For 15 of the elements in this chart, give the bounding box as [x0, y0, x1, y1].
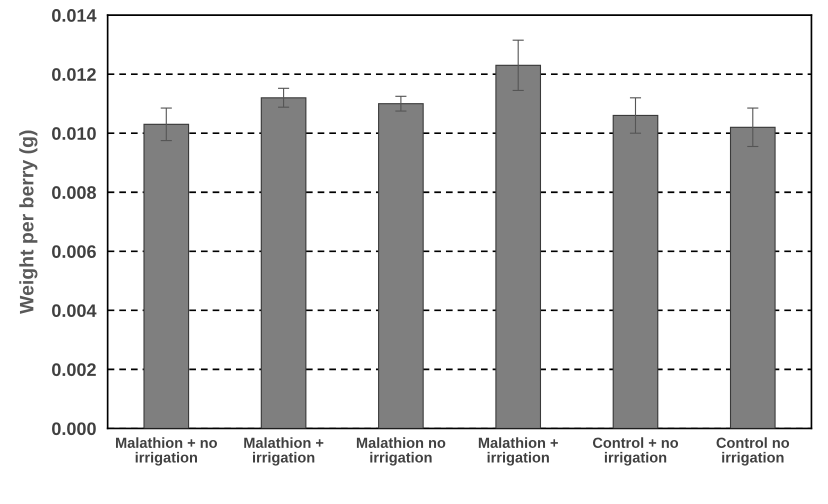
y-tick-label: 0.010 — [52, 127, 96, 140]
x-tick-label: Malathion + irrigation — [478, 437, 558, 466]
y-tick-label: 0.006 — [52, 245, 96, 258]
x-tick-label: Control no irrigation — [716, 437, 790, 466]
x-tick-label: Malathion + irrigation — [244, 437, 324, 466]
y-tick-label: 0.002 — [52, 363, 96, 376]
y-tick-label: 0.004 — [52, 304, 96, 318]
x-tick-label: Malathion no irrigation — [356, 437, 446, 466]
y-tick-label: 0.008 — [52, 186, 96, 199]
y-tick-label: 0.014 — [52, 9, 96, 22]
y-axis-title: Weight per berry (g) — [19, 130, 38, 314]
x-tick-label: Control + no irrigation — [592, 437, 678, 466]
y-tick-label: 0.012 — [52, 68, 96, 81]
y-tick-label: 0.000 — [52, 422, 96, 436]
x-tick-label: Malathion + no irrigation — [116, 437, 217, 466]
